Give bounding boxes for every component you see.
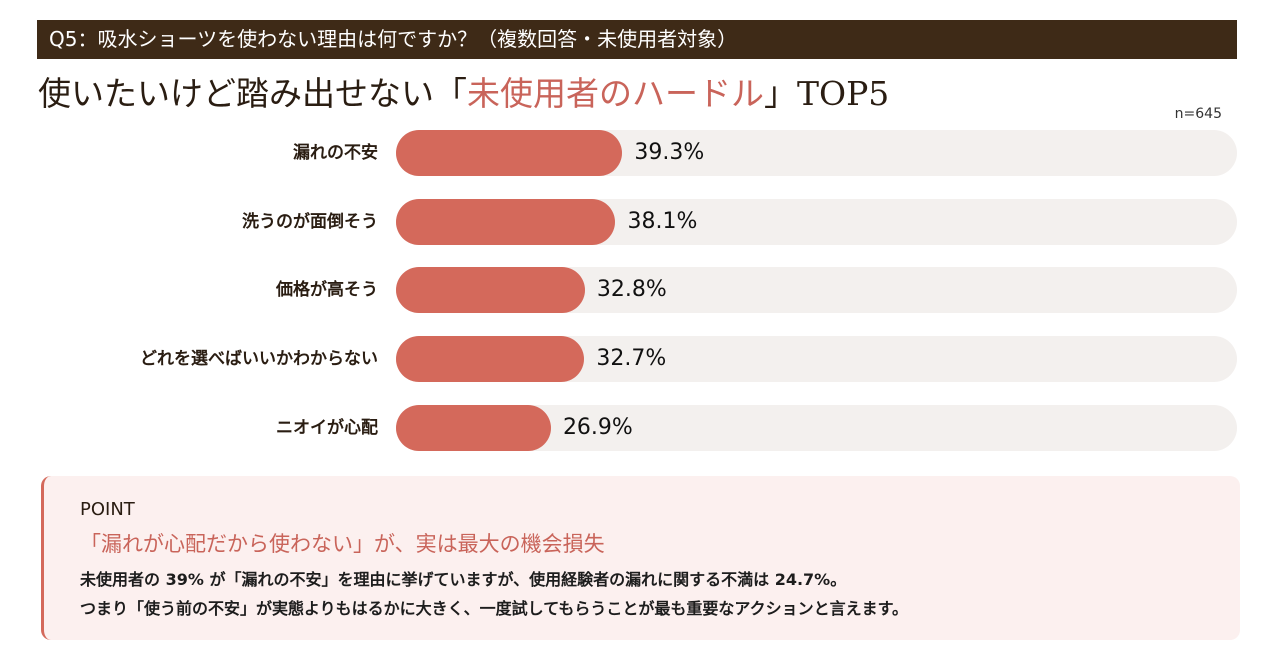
category-label: 洗うのが面倒そう	[242, 212, 378, 232]
point-box: POINT 「漏れが心配だから使わない」が、実は最大の機会損失 未使用者の 39…	[41, 476, 1240, 640]
category-label: ニオイが心配	[276, 418, 378, 438]
title-bracket-open: 「	[434, 74, 467, 113]
point-line: つまり「使う前の不安」が実態よりもはるかに大きく、一度試してもらうことが最も重要…	[80, 599, 909, 618]
bar	[396, 336, 585, 382]
question-header: Q5：吸水ショーツを使わない理由は何ですか？（複数回答・未使用者対象）	[37, 20, 1237, 59]
chart-title: 使いたいけど踏み出せない「未使用者のハードル」TOP5	[38, 70, 889, 118]
bar-track: 39.3%	[396, 130, 1237, 176]
bar-row: ニオイが心配 26.9%	[0, 405, 1280, 451]
title-bracket-close: 」	[764, 74, 797, 113]
data-label: 32.8%	[596, 277, 667, 302]
title-highlight: 未使用者のハードル	[467, 74, 764, 113]
bar-track: 32.7%	[396, 336, 1237, 382]
bar-track: 32.8%	[396, 267, 1237, 313]
point-title: 「漏れが心配だから使わない」が、実は最大の機会損失	[80, 532, 605, 556]
bar	[396, 267, 585, 313]
bar-track: 26.9%	[396, 405, 1237, 451]
title-suffix: TOP5	[797, 74, 890, 113]
bar	[396, 405, 551, 451]
bar-row: どれを選べばいいかわからない 32.7%	[0, 336, 1280, 382]
point-body: 未使用者の 39% が「漏れの不安」を理由に挙げていますが、使用経験者の漏れに関…	[80, 565, 1240, 623]
bar-row: 洗うのが面倒そう 38.1%	[0, 199, 1280, 245]
bar-row: 漏れの不安 39.3%	[0, 130, 1280, 176]
title-prefix: 使いたいけど踏み出せない	[38, 74, 434, 113]
bar	[396, 130, 623, 176]
bar	[396, 199, 616, 245]
bar-row: 価格が高そう 32.8%	[0, 267, 1280, 313]
point-heading: POINT	[80, 499, 135, 520]
point-line: 未使用者の 39% が「漏れの不安」を理由に挙げていますが、使用経験者の漏れに関…	[80, 570, 847, 589]
category-label: 価格が高そう	[276, 280, 378, 300]
category-label: 漏れの不安	[293, 143, 378, 163]
data-label: 26.9%	[562, 415, 633, 440]
sample-size: n=645	[1174, 106, 1222, 122]
data-label: 32.7%	[596, 346, 667, 371]
data-label: 39.3%	[634, 140, 705, 165]
bar-track: 38.1%	[396, 199, 1237, 245]
data-label: 38.1%	[627, 209, 698, 234]
category-label: どれを選べばいいかわからない	[140, 349, 378, 369]
